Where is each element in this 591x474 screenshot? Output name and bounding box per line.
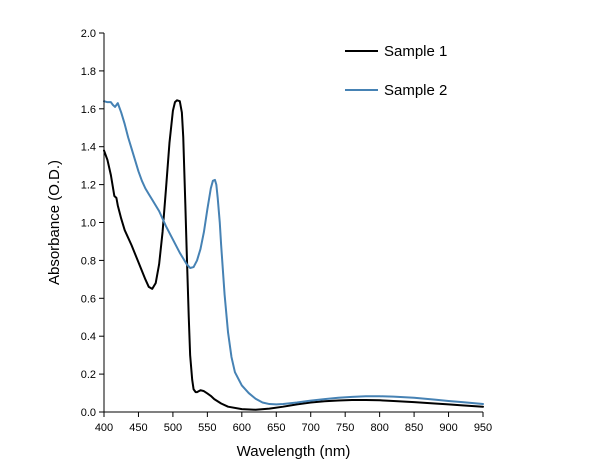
- legend-label-sample-2: Sample 2: [384, 82, 447, 99]
- x-axis-ticks: 400 450 500 550 600 650 700 750 800 850 900 950: [95, 412, 492, 434]
- y-tick-label: 1.2: [81, 180, 96, 192]
- y-tick-label: 1.6: [81, 104, 96, 116]
- y-tick-label: 1.0: [81, 218, 96, 230]
- x-tick-label: 900: [439, 422, 457, 434]
- x-tick-label: 600: [233, 422, 251, 434]
- y-tick-label: 0.2: [81, 369, 96, 381]
- y-tick-label: 2.0: [81, 28, 96, 40]
- legend-label-sample-1: Sample 1: [384, 43, 447, 60]
- x-tick-label: 750: [336, 422, 354, 434]
- y-tick-label: 0.0: [81, 407, 96, 419]
- y-tick-label: 0.8: [81, 255, 96, 267]
- y-axis-title: Absorbance (O.D.): [46, 160, 63, 285]
- x-tick-label: 950: [474, 422, 492, 434]
- x-tick-label: 650: [267, 422, 285, 434]
- x-tick-label: 500: [164, 422, 182, 434]
- x-axis-title: Wavelength (nm): [237, 443, 351, 460]
- y-tick-label: 1.4: [81, 142, 96, 154]
- x-tick-label: 450: [129, 422, 147, 434]
- x-tick-label: 400: [95, 422, 113, 434]
- x-tick-label: 550: [198, 422, 216, 434]
- y-tick-label: 0.6: [81, 293, 96, 305]
- legend: Sample 1 Sample 2: [345, 43, 447, 99]
- y-tick-label: 0.4: [81, 331, 96, 343]
- x-tick-label: 700: [302, 422, 320, 434]
- x-tick-label: 800: [370, 422, 388, 434]
- x-tick-label: 850: [405, 422, 423, 434]
- y-tick-label: 1.8: [81, 66, 96, 78]
- series-layer: [103, 99, 484, 411]
- series-line-2: [103, 100, 484, 406]
- y-axis-ticks: 0.0 0.2 0.4 0.6 0.8 1.0 1.2 1.4 1.6 1.8 2.0: [81, 28, 104, 419]
- series-line-1: [103, 99, 484, 411]
